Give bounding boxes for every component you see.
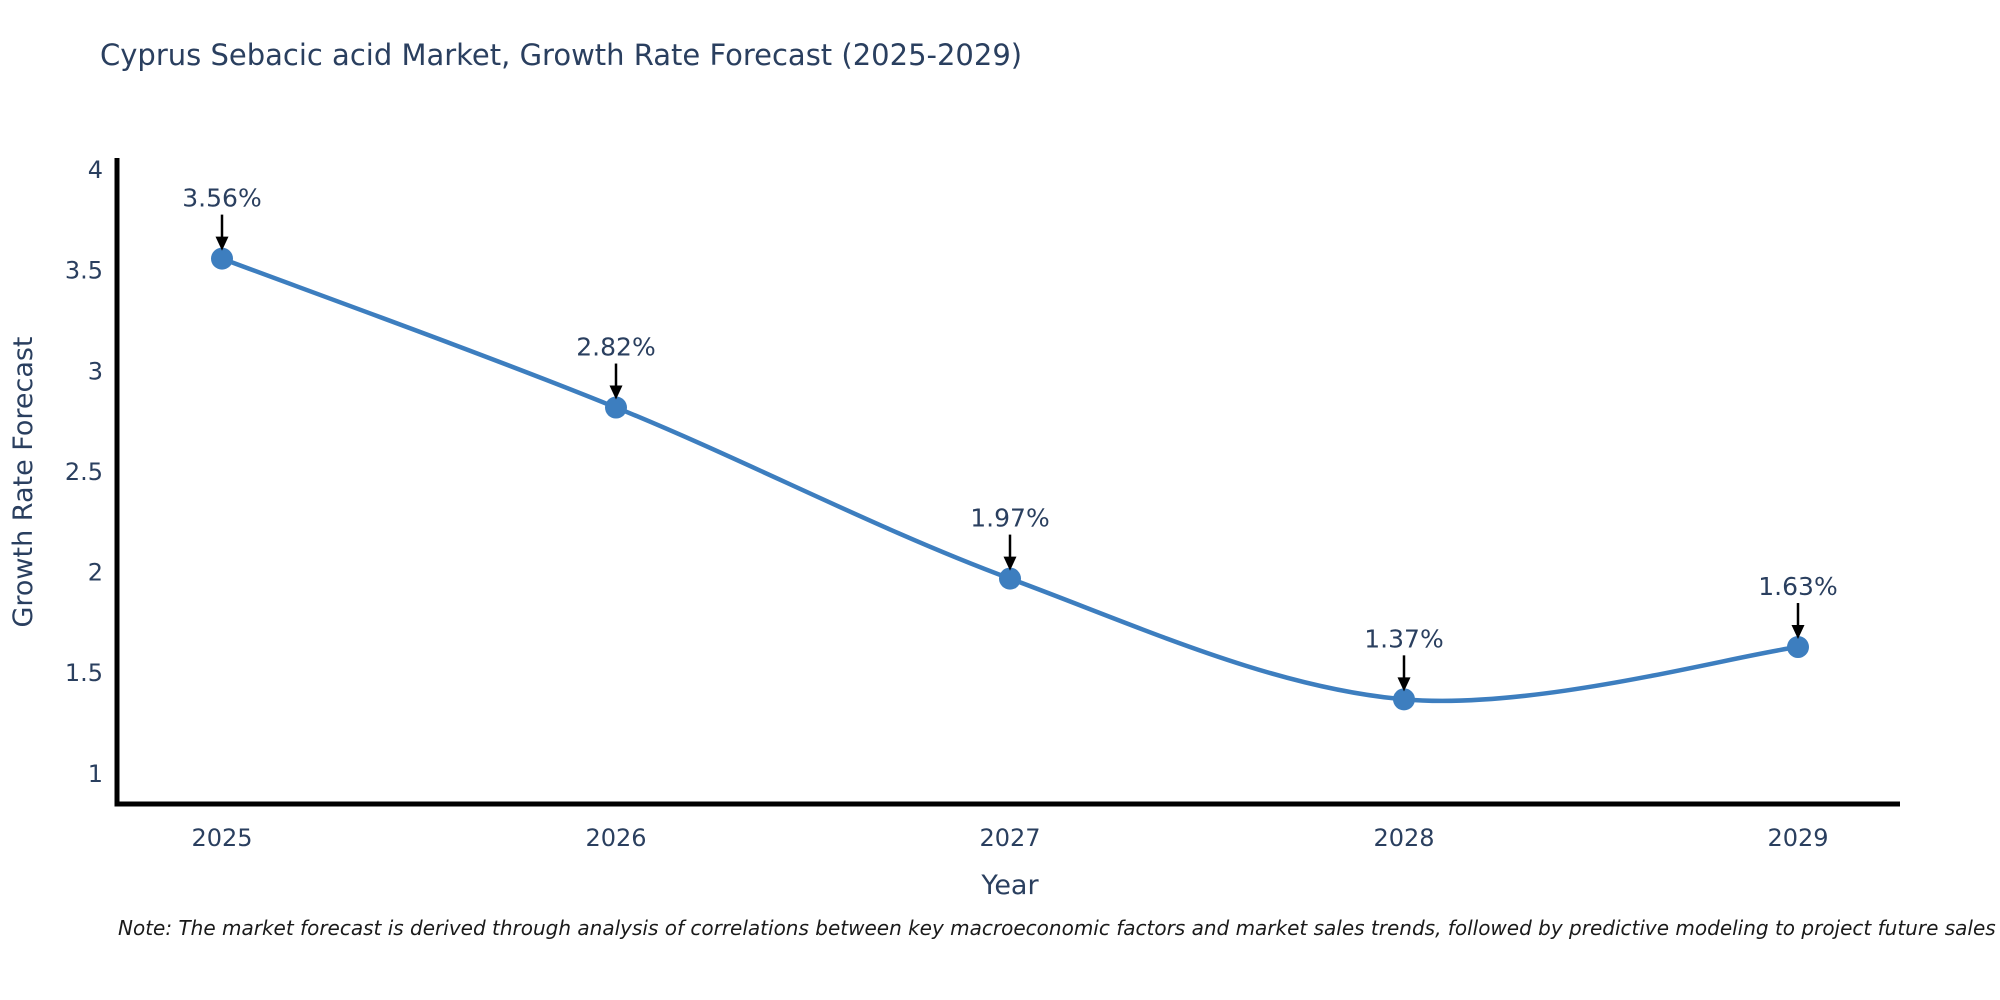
x-tick-label: 2025 — [191, 824, 252, 852]
y-tick-label: 4 — [88, 156, 103, 184]
chart-title: Cyprus Sebacic acid Market, Growth Rate … — [100, 38, 1023, 72]
annotation-arrowhead — [215, 236, 229, 251]
annotation-label: 2.82% — [576, 333, 655, 362]
x-tick-label: 2028 — [1373, 824, 1434, 852]
x-tick-label: 2026 — [585, 824, 646, 852]
data-point[interactable] — [999, 567, 1021, 590]
x-tick-label: 2029 — [1767, 824, 1828, 852]
data-point[interactable] — [211, 247, 233, 270]
annotation-arrowhead — [1003, 556, 1017, 571]
annotation-label: 1.63% — [1758, 572, 1837, 601]
data-point[interactable] — [1787, 636, 1809, 659]
y-tick-label: 3.5 — [65, 257, 103, 285]
y-tick-label: 2 — [88, 559, 103, 587]
y-tick-label: 1.5 — [65, 659, 103, 687]
x-axis-title: Year — [980, 870, 1039, 901]
y-tick-label: 3 — [88, 357, 103, 385]
chart-footnote: Note: The market forecast is derived thr… — [118, 916, 1996, 940]
annotation-arrowhead — [1791, 625, 1805, 640]
trend-line — [219, 256, 1801, 704]
data-point[interactable] — [605, 396, 627, 419]
annotation-label: 1.97% — [970, 504, 1049, 533]
x-tick-label: 2027 — [979, 824, 1040, 852]
y-tick-label: 2.5 — [65, 458, 103, 486]
y-tick-label: 1 — [88, 760, 103, 788]
annotation-label: 1.37% — [1364, 624, 1443, 653]
annotation-arrowhead — [1397, 677, 1411, 692]
annotation-label: 3.56% — [182, 184, 261, 213]
y-axis-title: Growth Rate Forecast — [8, 336, 39, 627]
data-point[interactable] — [1393, 688, 1415, 711]
annotation-arrowhead — [609, 385, 623, 400]
